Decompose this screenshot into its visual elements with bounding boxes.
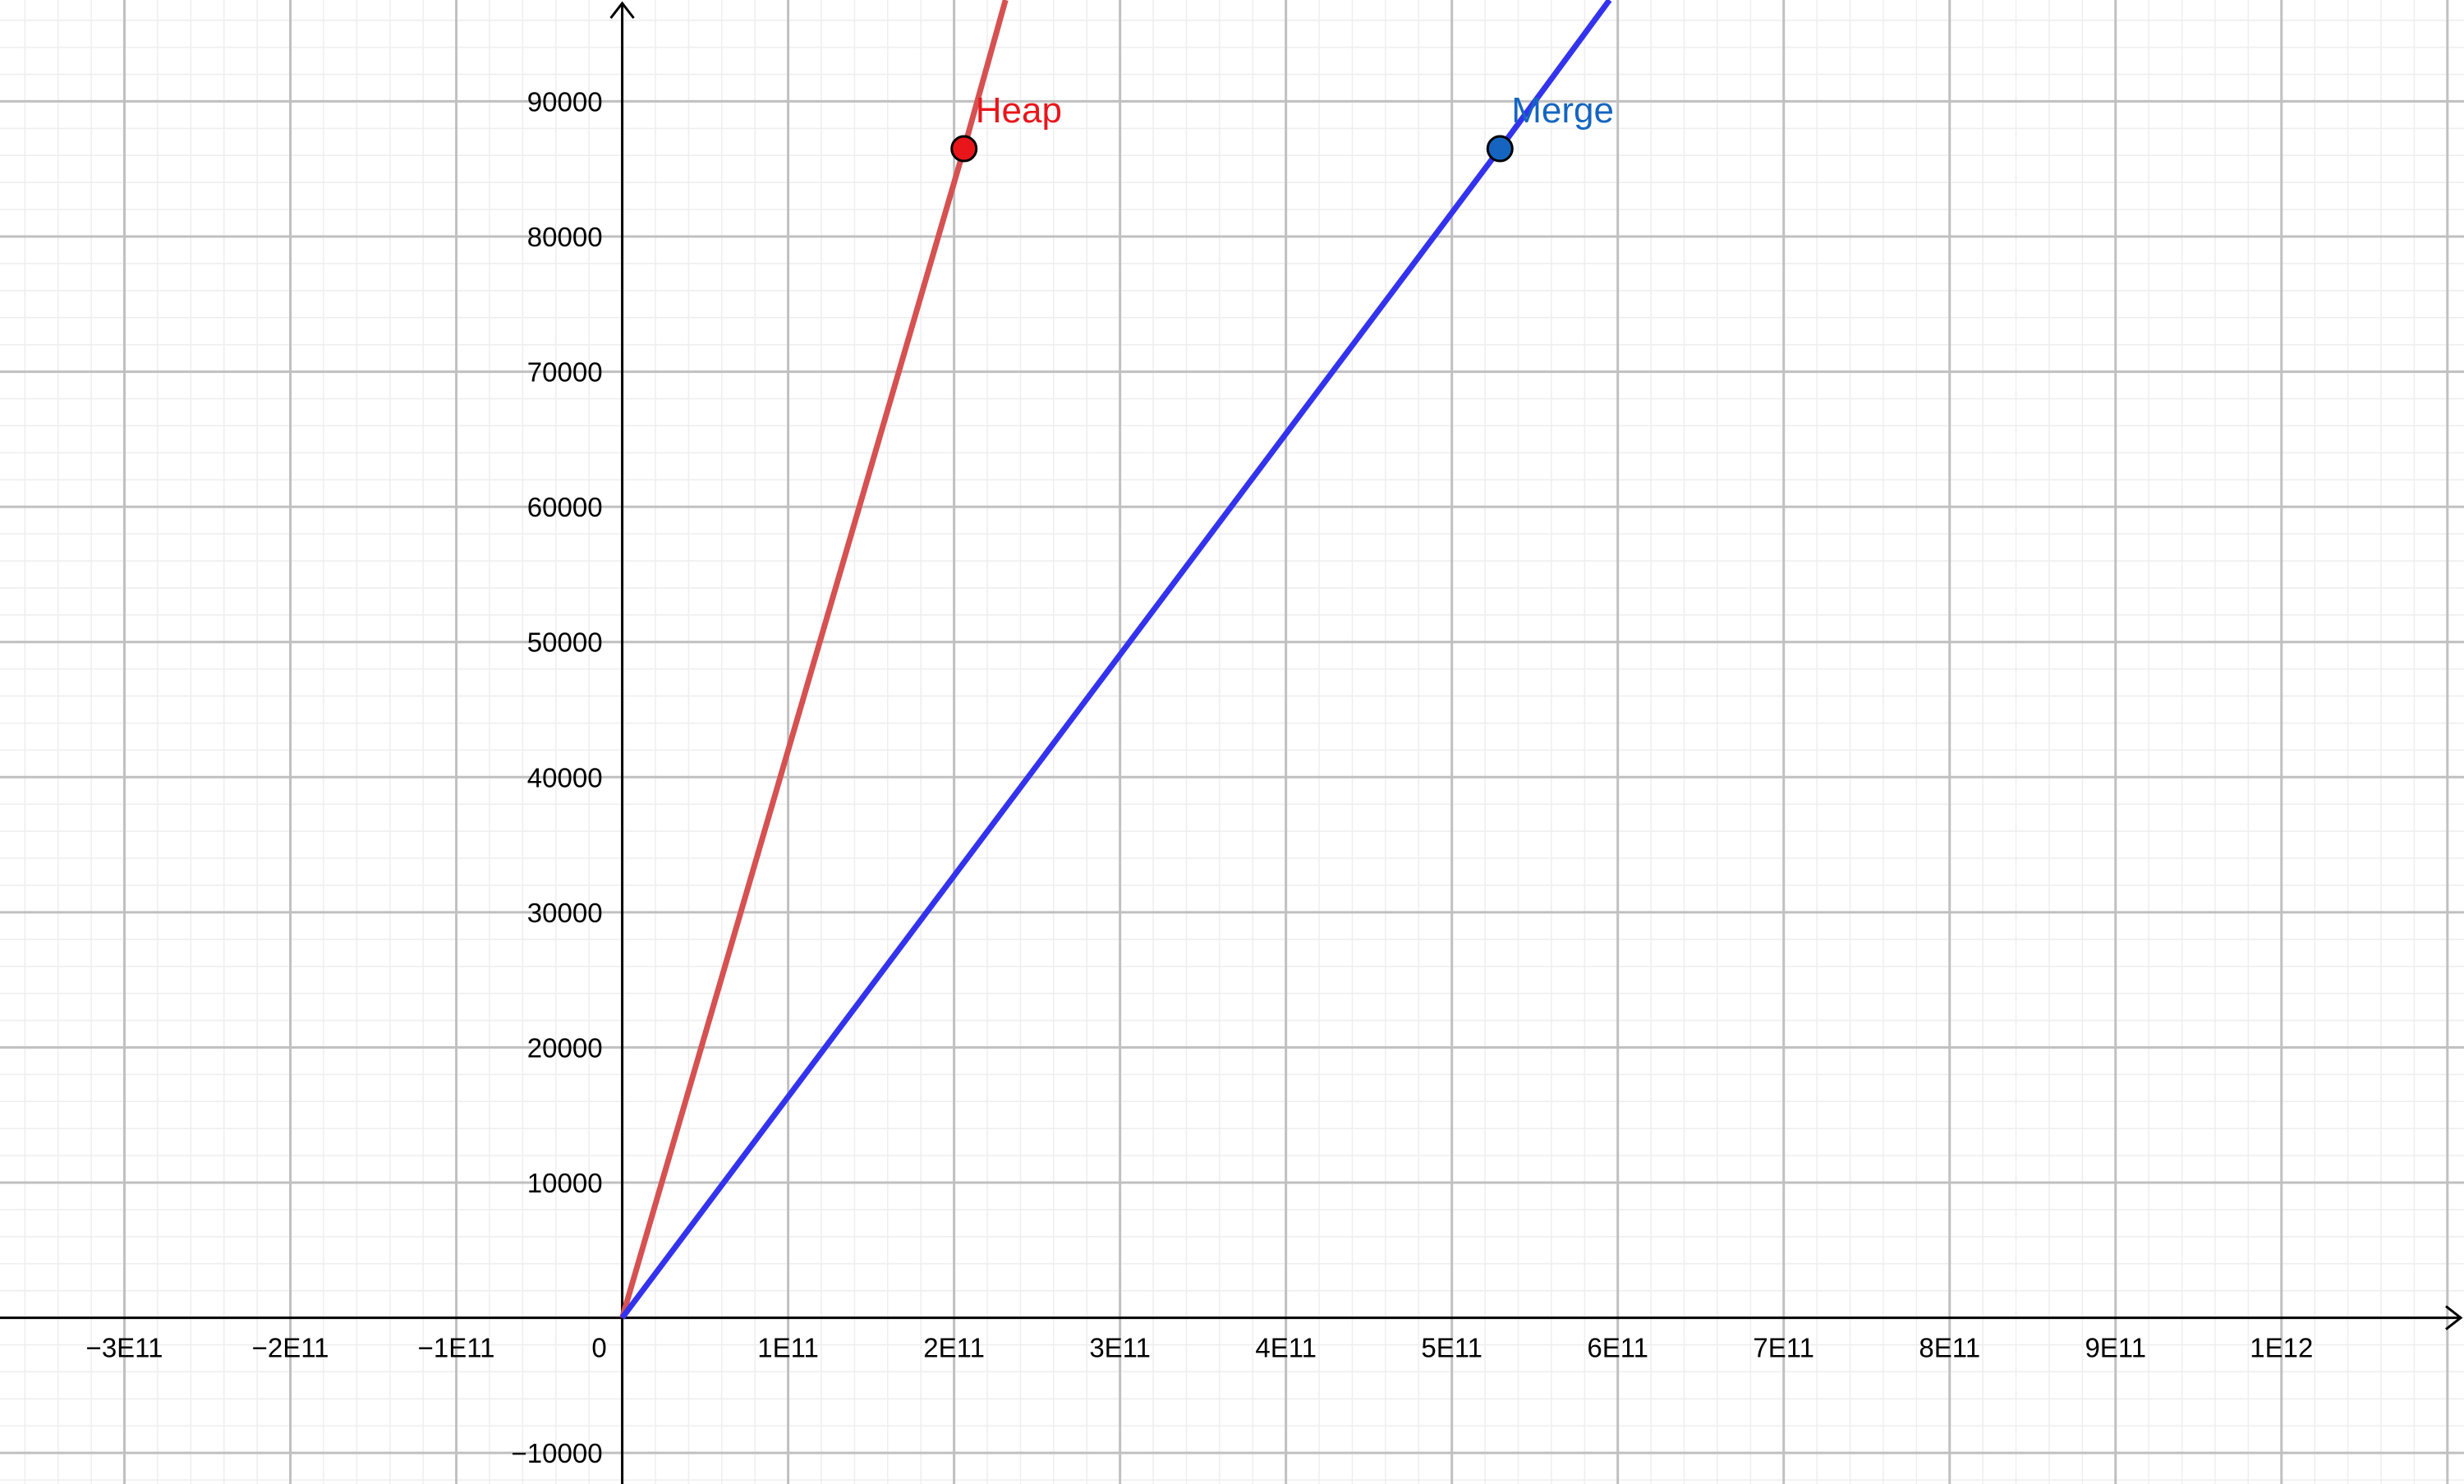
x-tick-label: 1E11 bbox=[757, 1333, 819, 1363]
tick-labels: −3E11 −2E11 −1E11 0 1E11 2E11 3E11 4E11 5E11 6E11… bbox=[86, 86, 2314, 1468]
y-tick-label: 30000 bbox=[527, 898, 603, 928]
x-tick-label: 4E11 bbox=[1255, 1333, 1317, 1363]
x-tick-label: 8E11 bbox=[1919, 1333, 1980, 1363]
y-tick-label: 90000 bbox=[527, 86, 603, 117]
y-tick-label: 20000 bbox=[527, 1032, 603, 1063]
y-tick-label: 60000 bbox=[527, 492, 603, 522]
y-tick-label: 40000 bbox=[527, 762, 603, 793]
origin-label: 0 bbox=[591, 1333, 606, 1363]
x-tick-label: 2E11 bbox=[923, 1333, 985, 1363]
y-tick-label: 10000 bbox=[527, 1168, 603, 1198]
data-points[interactable]: Heap Merge bbox=[950, 90, 1614, 163]
x-tick-label: −3E11 bbox=[86, 1333, 163, 1363]
x-tick-label: 5E11 bbox=[1421, 1333, 1483, 1363]
x-tick-label: 7E11 bbox=[1753, 1333, 1814, 1363]
point-merge[interactable] bbox=[1486, 135, 1514, 163]
x-axis-arrow bbox=[2445, 1305, 2463, 1330]
x-tick-label: 6E11 bbox=[1587, 1333, 1648, 1363]
y-tick-label: 70000 bbox=[527, 357, 603, 388]
x-tick-label: −2E11 bbox=[252, 1333, 329, 1363]
y-axis-arrow bbox=[609, 1, 635, 19]
point-label-merge: Merge bbox=[1511, 90, 1614, 131]
y-tick-label: 80000 bbox=[527, 222, 603, 252]
x-tick-label: 1E12 bbox=[2250, 1333, 2313, 1363]
y-tick-label: −10000 bbox=[512, 1438, 603, 1468]
x-tick-label: 3E11 bbox=[1089, 1333, 1151, 1363]
point-label-heap: Heap bbox=[976, 90, 1062, 131]
y-tick-label: 50000 bbox=[527, 627, 603, 658]
x-tick-label: −1E11 bbox=[418, 1333, 495, 1363]
x-tick-label: 9E11 bbox=[2085, 1333, 2146, 1363]
point-heap[interactable] bbox=[950, 135, 978, 163]
